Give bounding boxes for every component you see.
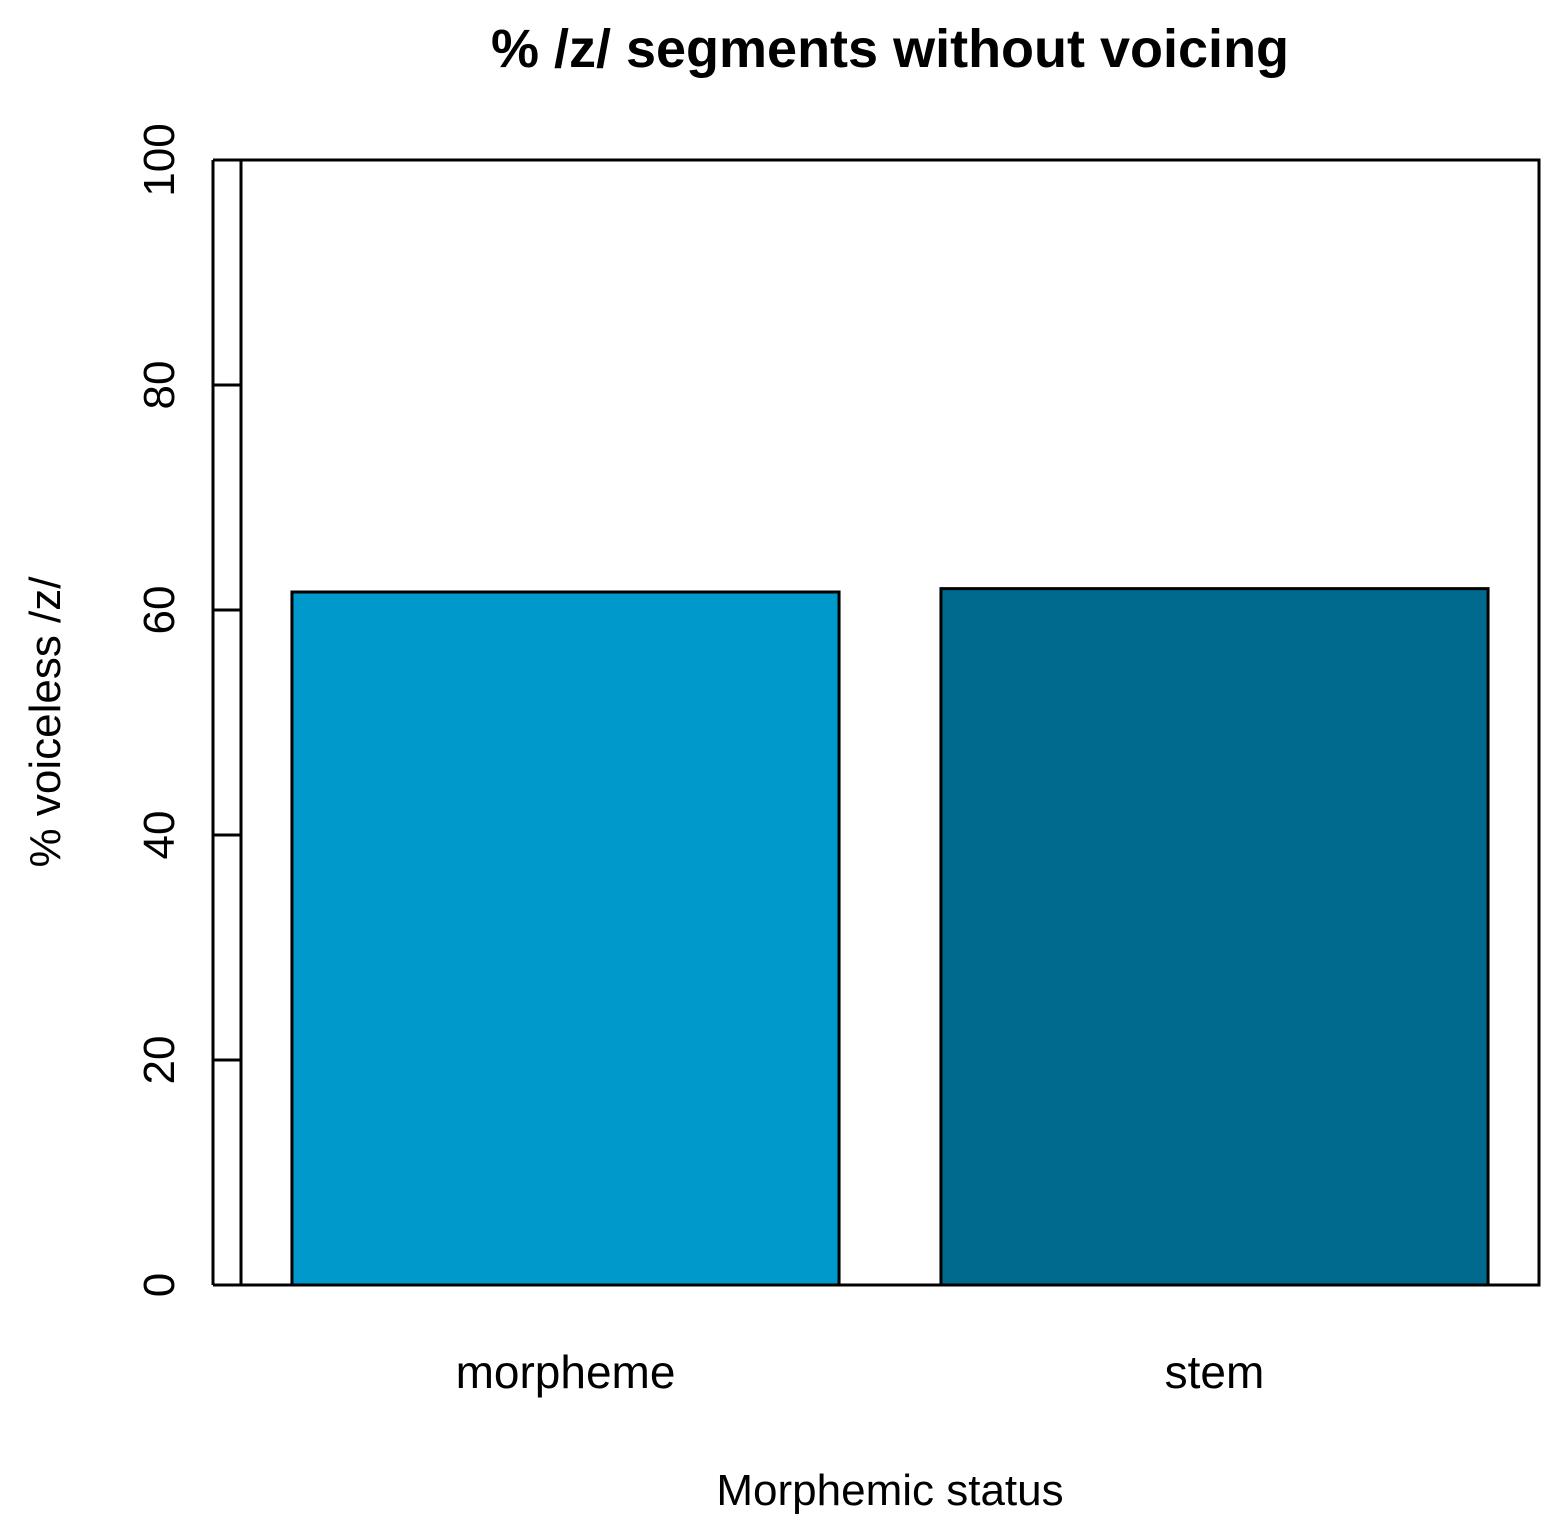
y-axis-label: % voiceless /z/ bbox=[21, 576, 70, 868]
x-tick-label-stem: stem bbox=[1165, 1346, 1265, 1398]
y-tick-label: 40 bbox=[135, 811, 184, 860]
y-tick-label: 20 bbox=[135, 1036, 184, 1085]
x-axis-label: Morphemic status bbox=[716, 1466, 1063, 1515]
bar-morpheme bbox=[290, 590, 841, 1287]
y-tick-label: 0 bbox=[135, 1273, 184, 1297]
y-tick-label: 60 bbox=[135, 586, 184, 635]
bar-stem bbox=[939, 587, 1490, 1287]
x-tick-label-morpheme: morpheme bbox=[456, 1346, 676, 1398]
y-tick-label: 80 bbox=[135, 361, 184, 410]
x-axis-labels: morpheme stem bbox=[456, 1346, 1265, 1398]
y-tick-label: 100 bbox=[135, 123, 184, 196]
bars bbox=[290, 587, 1490, 1287]
plot-frame bbox=[239, 158, 1541, 1287]
y-axis: 0 20 40 60 80 100 bbox=[135, 123, 241, 1297]
chart-title: % /z/ segments without voicing bbox=[491, 19, 1289, 79]
